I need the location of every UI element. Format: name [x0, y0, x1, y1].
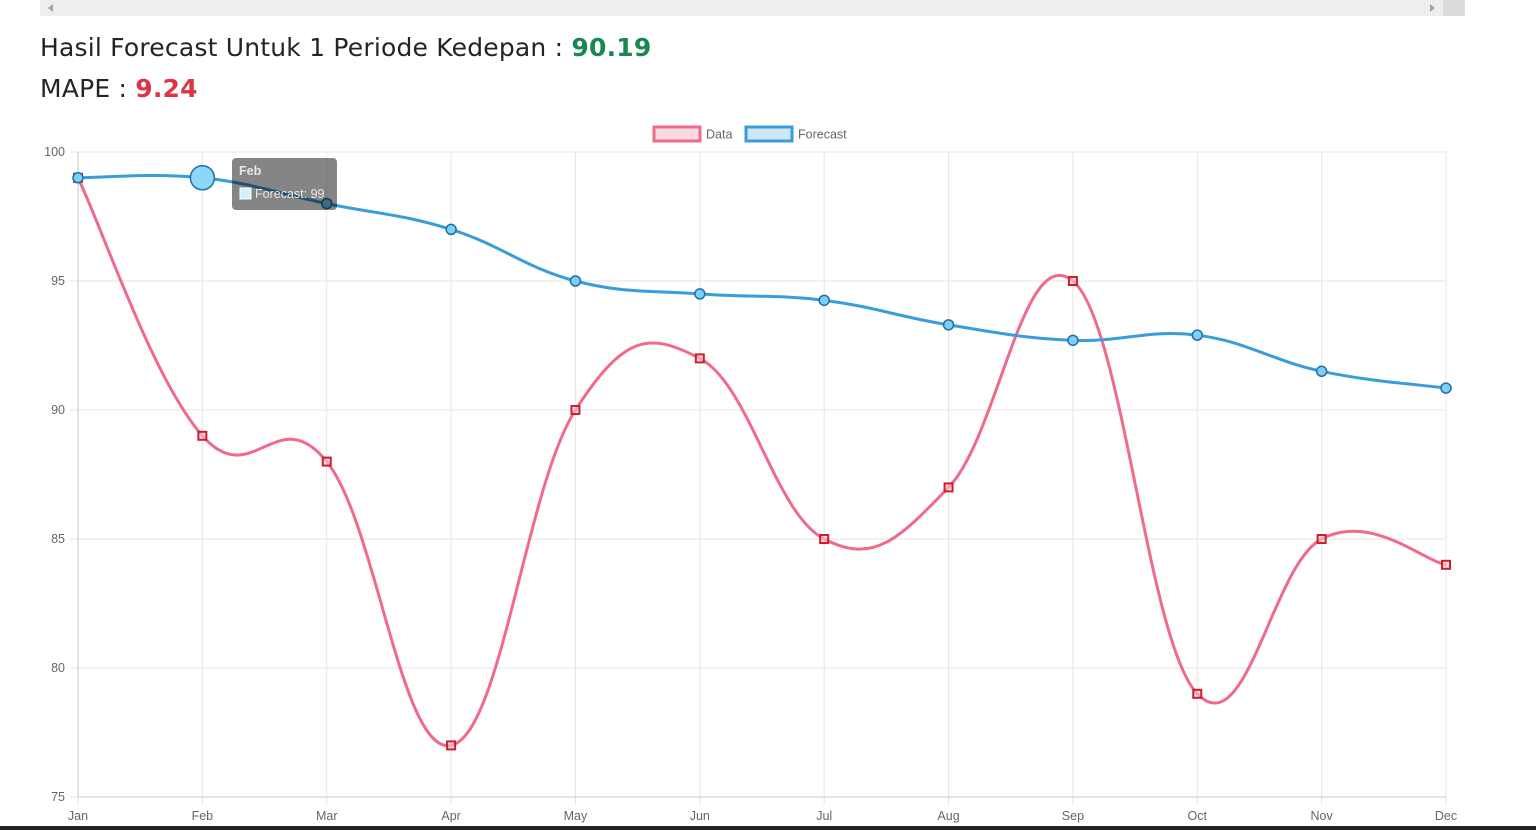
y-tick-label: 100 — [44, 145, 65, 159]
legend-label-forecast[interactable]: Forecast — [798, 128, 847, 142]
y-axis: 100 95 90 85 80 75 — [44, 145, 79, 804]
data-point[interactable] — [321, 456, 332, 467]
y-tick-label: 75 — [51, 790, 65, 804]
y-tick-label: 80 — [51, 661, 65, 675]
y-tick-label: 85 — [51, 532, 65, 546]
y-tick-label: 90 — [51, 403, 65, 417]
forecast-point[interactable] — [320, 197, 333, 210]
forecast-point[interactable] — [569, 275, 582, 287]
x-tick-label: Aug — [937, 809, 959, 823]
tooltip-text: Forecast: 99 — [255, 187, 325, 201]
x-tick-label: Dec — [1435, 809, 1457, 823]
x-tick-label: Apr — [441, 809, 460, 823]
data-point[interactable] — [1192, 688, 1203, 699]
scroll-right-icon[interactable] — [1430, 4, 1435, 12]
chart-grid — [70, 151, 1447, 805]
x-axis: Jan Feb Mar Apr May Jun Jul Aug Sep Oct Nov Dec — [68, 796, 1457, 823]
data-point[interactable] — [694, 353, 705, 364]
forecast-point[interactable] — [1440, 382, 1452, 394]
data-point[interactable] — [819, 534, 830, 544]
series-line-data — [76, 177, 1447, 747]
scrollbar-track[interactable] — [40, 0, 1443, 16]
forecast-point[interactable] — [818, 294, 830, 307]
forecast-point[interactable] — [1067, 334, 1079, 347]
chart-legend: Data Forecast — [652, 125, 847, 143]
x-tick-label: Mar — [316, 809, 338, 823]
forecast-result-value: 90.19 — [571, 33, 652, 62]
series-line-forecast — [77, 174, 1447, 390]
forecast-point[interactable] — [1191, 329, 1204, 341]
x-tick-label: Sep — [1062, 809, 1084, 823]
data-point[interactable] — [1441, 559, 1451, 570]
x-tick-label: Feb — [192, 809, 214, 823]
scroll-left-icon[interactable] — [48, 4, 53, 12]
forecast-result-heading: Hasil Forecast Untuk 1 Periode Kedepan :… — [40, 33, 651, 62]
forecast-point[interactable] — [72, 172, 84, 184]
tooltip-box — [232, 158, 337, 210]
tooltip-swatch — [239, 187, 252, 200]
tooltip-title: Feb — [239, 164, 262, 178]
data-point[interactable] — [943, 482, 954, 493]
forecast-point[interactable] — [1315, 365, 1328, 378]
forecast-line-chart: 100 95 90 85 80 75 Jan Feb Mar Apr May Jun Jul Aug Se… — [44, 125, 1457, 823]
forecast-result-label: Hasil Forecast Untuk 1 Periode Kedepan : — [40, 33, 572, 62]
data-point[interactable] — [197, 430, 208, 441]
mape-heading: MAPE : 9.24 — [40, 74, 198, 103]
horizontal-scrollbar[interactable] — [40, 0, 1465, 16]
scrollbar-corner — [1443, 0, 1465, 16]
forecast-point-hovered[interactable] — [189, 165, 216, 191]
data-point[interactable] — [1316, 534, 1327, 544]
mape-value: 9.24 — [135, 74, 198, 103]
x-tick-label: Oct — [1188, 809, 1208, 823]
x-tick-label: Jan — [68, 809, 88, 823]
x-tick-label: Jul — [816, 809, 832, 823]
chart-tooltip: Feb Forecast: 99 — [232, 158, 337, 210]
forecast-point[interactable] — [942, 319, 955, 331]
data-point[interactable] — [570, 405, 581, 415]
x-tick-label: May — [564, 809, 588, 823]
forecast-point[interactable] — [445, 223, 457, 236]
chart-points — [72, 165, 1452, 751]
legend-swatch-data[interactable] — [652, 125, 702, 143]
y-tick-label: 95 — [51, 274, 65, 288]
forecast-point[interactable] — [694, 288, 706, 300]
x-tick-label: Nov — [1311, 809, 1334, 823]
data-point[interactable] — [446, 740, 457, 751]
chart-series — [76, 174, 1447, 747]
data-point[interactable] — [1067, 276, 1078, 286]
legend-swatch-forecast[interactable] — [744, 125, 794, 143]
legend-label-data[interactable]: Data — [706, 128, 732, 142]
page-bottom-border — [0, 826, 1536, 830]
mape-label: MAPE : — [40, 74, 136, 103]
x-tick-label: Jun — [690, 809, 710, 823]
